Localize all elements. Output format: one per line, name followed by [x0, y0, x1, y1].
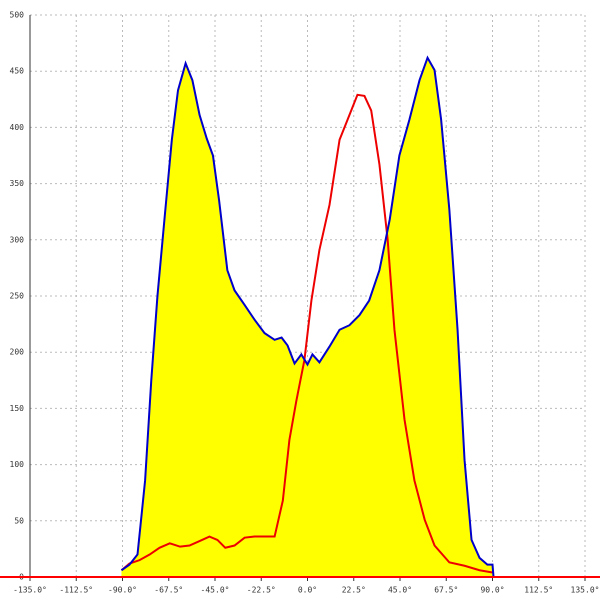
x-tick-label: 0.0°: [298, 586, 317, 595]
x-tick-label: -90.0°: [108, 586, 137, 595]
series-line: [120, 55, 495, 578]
y-tick-label: 450: [10, 67, 25, 76]
area-fill: [121, 57, 494, 578]
y-tick-label: 200: [10, 348, 25, 357]
y-tick-label: 50: [14, 516, 24, 525]
x-tick-label: 67.5°: [434, 586, 458, 595]
y-tick-label: 400: [10, 123, 25, 132]
x-tick-label: 112.5°: [524, 586, 553, 595]
x-tick-label: 22.5°: [342, 586, 366, 595]
y-tick-label: 100: [10, 460, 25, 469]
y-tick-label: 150: [10, 404, 25, 413]
y-tick-label: 250: [10, 292, 25, 301]
x-tick-label: -112.5°: [59, 586, 93, 595]
x-tick-label: -135.0°: [13, 586, 47, 595]
y-tick-label: 500: [10, 11, 25, 20]
y-tick-label: 350: [10, 179, 25, 188]
x-tick-label: -67.5°: [154, 586, 183, 595]
x-tick-label: -22.5°: [247, 586, 276, 595]
y-tick-label: 300: [10, 235, 25, 244]
series-line: [120, 93, 493, 574]
x-tick-label: -45.0°: [201, 586, 230, 595]
x-tick-label: 135.0°: [571, 586, 600, 595]
x-tick-label: 90.0°: [480, 586, 504, 595]
x-tick-label: 45.0°: [388, 586, 412, 595]
